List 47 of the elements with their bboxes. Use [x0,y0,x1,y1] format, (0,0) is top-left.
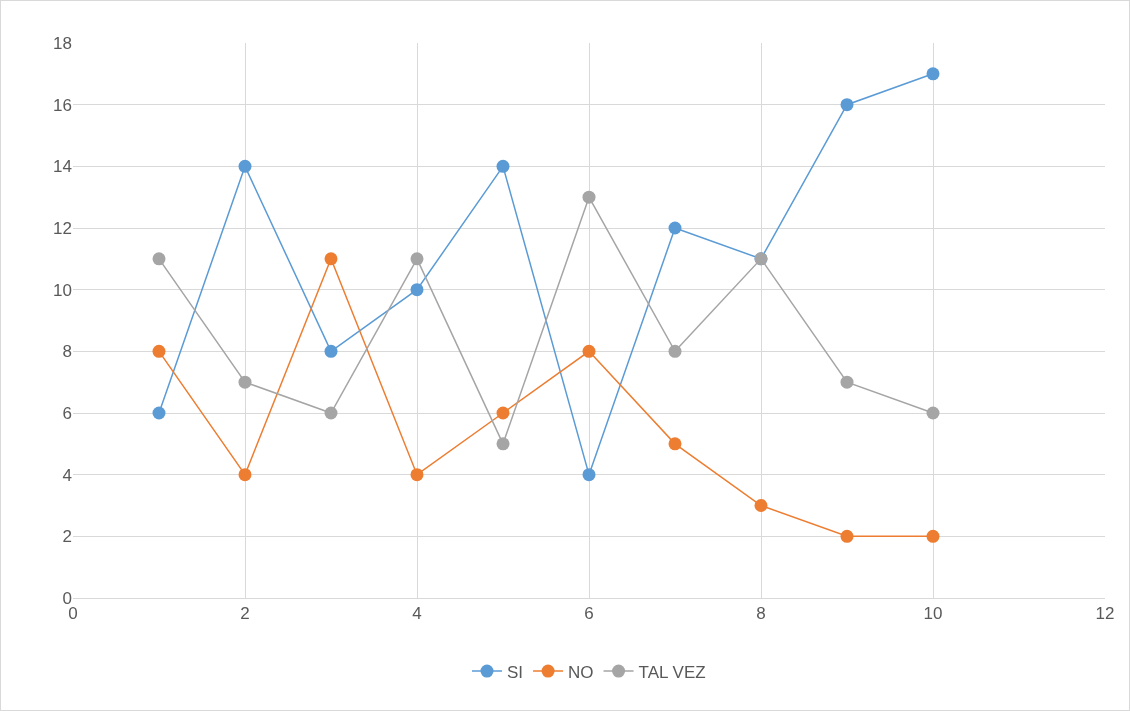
point [152,252,166,266]
point [410,468,424,482]
point [238,468,252,482]
point [496,159,510,173]
y-tick-label: 4 [62,465,72,485]
point [324,406,338,420]
point [410,283,424,297]
x-tick-label: 4 [412,604,422,624]
point [410,252,424,266]
y-tick-label: 8 [62,342,72,362]
point [496,406,510,420]
point [152,344,166,358]
point [238,159,252,173]
legend-label: NO [568,662,594,682]
y-tick-label: 18 [53,33,72,53]
point [496,437,510,451]
point [582,344,596,358]
point [324,344,338,358]
y-tick-label: 14 [53,157,72,177]
point [668,437,682,451]
point [324,252,338,266]
x-tick-label: 12 [1095,604,1115,624]
point [668,344,682,358]
point [754,499,768,512]
x-tick-label: 8 [756,604,766,624]
legend-label: SI [507,662,524,682]
point [840,529,854,543]
point [152,406,166,420]
y-tick-label: 6 [62,403,72,423]
x-tick-label: 6 [584,604,594,624]
point [668,221,682,235]
point [840,375,854,389]
point [840,98,854,112]
x-tick-label: 10 [923,604,943,624]
point [926,67,940,81]
y-tick-label: 12 [53,218,72,238]
x-tick-label: 2 [240,604,250,624]
legend-label: TAL VEZ [638,662,706,682]
point [238,375,252,389]
point [926,406,940,420]
point [582,468,596,482]
y-tick-label: 0 [62,588,72,608]
point [926,529,940,543]
point [582,190,596,204]
y-tick-label: 16 [53,95,72,115]
y-tick-label: 10 [53,280,72,300]
y-tick-label: 2 [62,527,72,547]
